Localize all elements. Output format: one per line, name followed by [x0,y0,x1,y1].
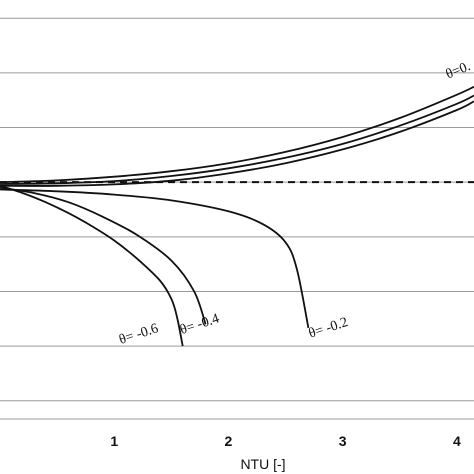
curve-label-4: θ= -0.4 [178,311,221,338]
series-line-1 [0,94,474,185]
x-tick-label-2: 2 [225,433,233,449]
curve-label-5: θ= -0.6 [117,321,160,348]
x-tick-label-3: 3 [339,433,347,449]
curve-label-3: θ= -0.2 [307,315,350,342]
series-line-3 [0,188,310,329]
x-tick-label-4: 4 [453,433,461,449]
series-line-5 [0,184,184,347]
series-line-4 [0,186,207,325]
x-axis: 1 2 3 4 [0,418,474,449]
series-line-2 [0,100,474,187]
gridlines [0,17,474,402]
series-layer [0,85,474,347]
x-axis-title: NTU [-] [240,456,285,472]
curve-labels: θ=0. θ= -0.2 θ= -0.4 θ= -0.6 [117,59,472,348]
series-line-0 [0,85,474,184]
curve-label-0: θ=0. [444,59,473,82]
x-tick-label-1: 1 [110,433,118,449]
